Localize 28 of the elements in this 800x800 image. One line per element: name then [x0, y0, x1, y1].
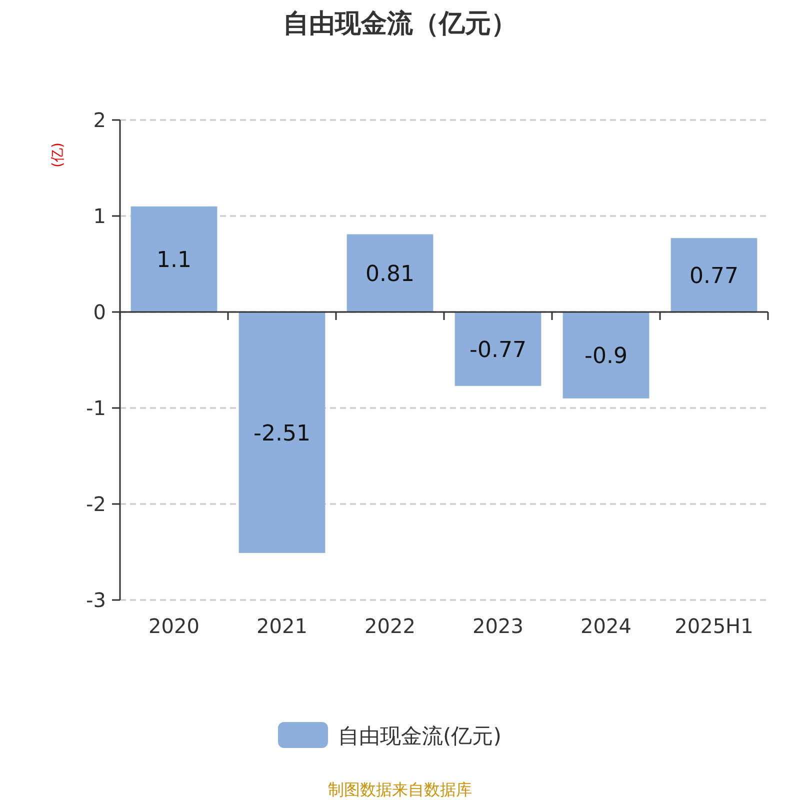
- bar: [238, 312, 326, 553]
- x-tick-label: 2024: [580, 614, 632, 638]
- legend-label: 自由现金流(亿元): [338, 724, 502, 748]
- data-label: 0.77: [690, 264, 738, 290]
- bar: [454, 312, 542, 386]
- data-label: -2.51: [254, 421, 310, 446]
- x-tick-label: 2025H1: [674, 614, 754, 638]
- y-tick-label: 1: [93, 204, 106, 228]
- y-tick-label: 0: [93, 300, 106, 324]
- y-tick-label: -1: [86, 396, 106, 420]
- y-tick-label: 2: [93, 108, 106, 132]
- bar: [562, 312, 650, 398]
- x-tick-label: 2021: [256, 614, 308, 638]
- y-tick-label: -2: [86, 492, 106, 516]
- data-label: -0.9: [584, 344, 628, 370]
- bar: [670, 238, 758, 312]
- x-tick-label: 2023: [472, 614, 524, 638]
- bar: [346, 234, 434, 312]
- y-tick-label: -3: [86, 588, 106, 612]
- data-label: 1.1: [156, 248, 192, 274]
- y-axis-title: (亿): [50, 142, 66, 168]
- x-tick-label: 2022: [364, 614, 416, 638]
- data-label: 0.81: [366, 262, 414, 288]
- bar: [130, 206, 218, 312]
- chart-title: 自由现金流（亿元）: [283, 9, 517, 39]
- x-tick-label: 2020: [148, 614, 200, 638]
- text: 制图数据来自数据库: [328, 780, 472, 799]
- data-label: -0.77: [470, 338, 526, 363]
